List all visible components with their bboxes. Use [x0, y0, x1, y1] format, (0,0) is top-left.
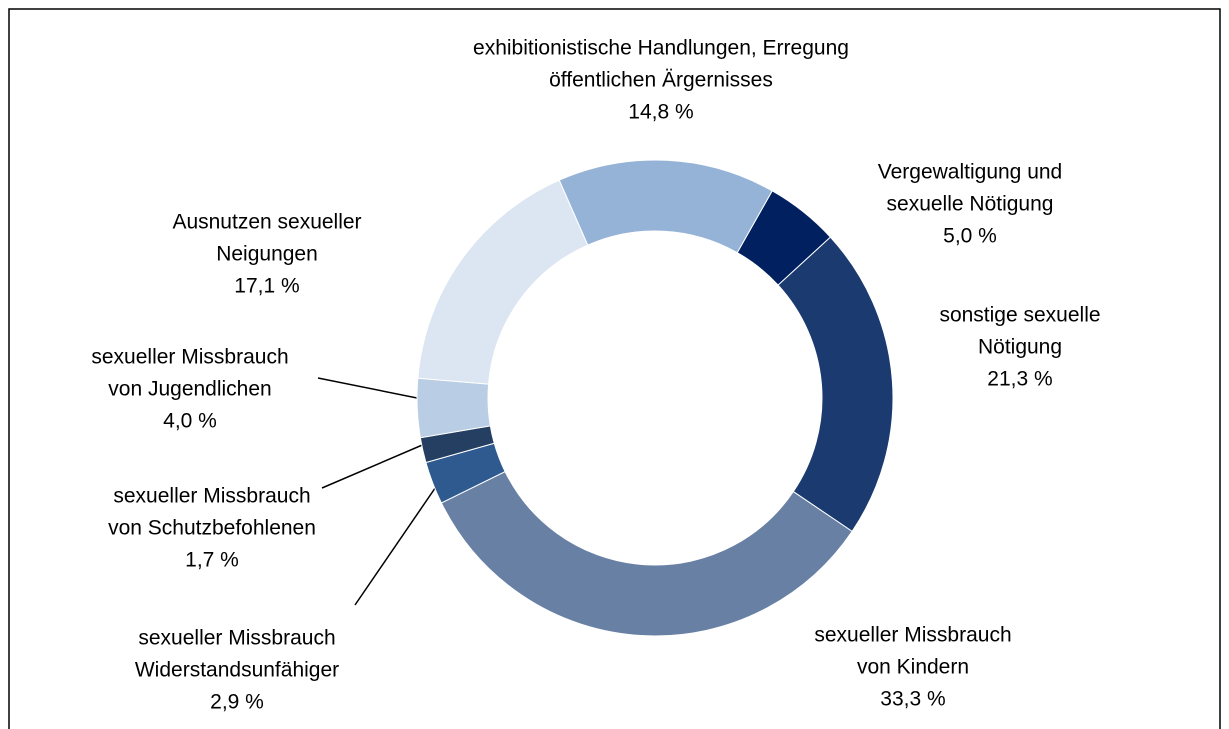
category-label: sonstige sexuelle [939, 304, 1100, 327]
category-label: sexueller Missbrauch [814, 624, 1011, 647]
category-label: Vergewaltigung und [878, 161, 1062, 184]
value-label: 5,0 % [943, 225, 997, 248]
value-label: 14,8 % [628, 101, 693, 124]
category-label: exhibitionistische Handlungen, Erregung [473, 37, 849, 60]
category-label: von Jugendlichen [108, 378, 271, 401]
category-label: sexuelle Nötigung [887, 193, 1054, 216]
donut-segment [440, 470, 853, 637]
donut-segment [558, 159, 773, 254]
value-label: 21,3 % [987, 368, 1052, 391]
category-label: von Kindern [857, 656, 969, 679]
donut-segment [417, 179, 589, 385]
category-label: sexueller Missbrauch [138, 627, 335, 650]
category-label: sexueller Missbrauch [113, 485, 310, 508]
value-label: 1,7 % [185, 549, 239, 572]
value-label: 4,0 % [163, 410, 217, 433]
category-label: Widerstandsunfähiger [135, 659, 339, 682]
category-label: sexueller Missbrauch [91, 346, 288, 369]
frame [8, 8, 1221, 729]
category-label: Nötigung [978, 336, 1062, 359]
leader-line [354, 477, 443, 606]
value-label: 17,1 % [234, 275, 299, 298]
category-label: öffentlichen Ärgernisses [549, 69, 773, 92]
value-label: 33,3 % [880, 688, 945, 711]
leader-line [317, 377, 433, 402]
value-label: 2,9 % [210, 691, 264, 714]
category-label: von Schutzbefohlenen [108, 517, 316, 540]
category-label: Neigungen [216, 243, 318, 266]
category-label: Ausnutzen sexueller [172, 211, 361, 234]
donut-segment [777, 236, 894, 533]
